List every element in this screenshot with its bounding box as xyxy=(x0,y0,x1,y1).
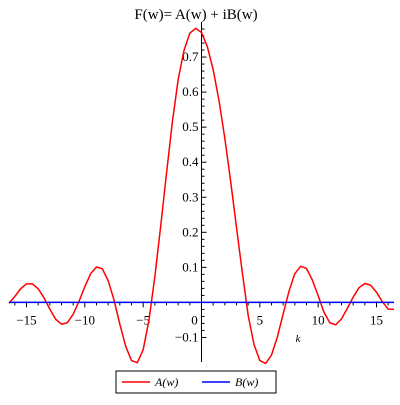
legend-box xyxy=(115,370,277,394)
x-tick-label: −15 xyxy=(16,312,36,327)
y-tick-label: 0.3 xyxy=(182,189,198,204)
x-tick-label: −10 xyxy=(75,312,95,327)
x-tick-label: 0 xyxy=(191,312,198,327)
y-tick-label: 0.5 xyxy=(182,119,198,134)
y-tick-label: 0.4 xyxy=(182,154,199,169)
x-tick-label: 10 xyxy=(312,312,325,327)
x-tick-label: 15 xyxy=(370,312,383,327)
series-a-line xyxy=(8,27,395,365)
legend: A(w) B(w) xyxy=(115,370,277,394)
y-tick-label: 0.7 xyxy=(182,49,199,64)
legend-label-b: B(w) xyxy=(235,375,258,389)
y-tick-label: 0.6 xyxy=(182,84,199,99)
legend-label-a: A(w) xyxy=(154,375,178,389)
y-tick-label: 0.1 xyxy=(182,259,198,274)
x-axis-label: k xyxy=(296,333,302,345)
x-tick-label: −5 xyxy=(136,312,150,327)
x-tick-label: 5 xyxy=(257,312,264,327)
plot-area: −15 −10 −5 0 5 10 15 −0.1 0.1 0.2 0.3 0.4 0.5 0.6 0.7 xyxy=(8,22,395,365)
chart-title: F(w)= A(w) + iB(w) xyxy=(134,7,257,23)
y-tick-label: 0.2 xyxy=(182,224,198,239)
y-tick-label: −0.1 xyxy=(175,329,199,344)
